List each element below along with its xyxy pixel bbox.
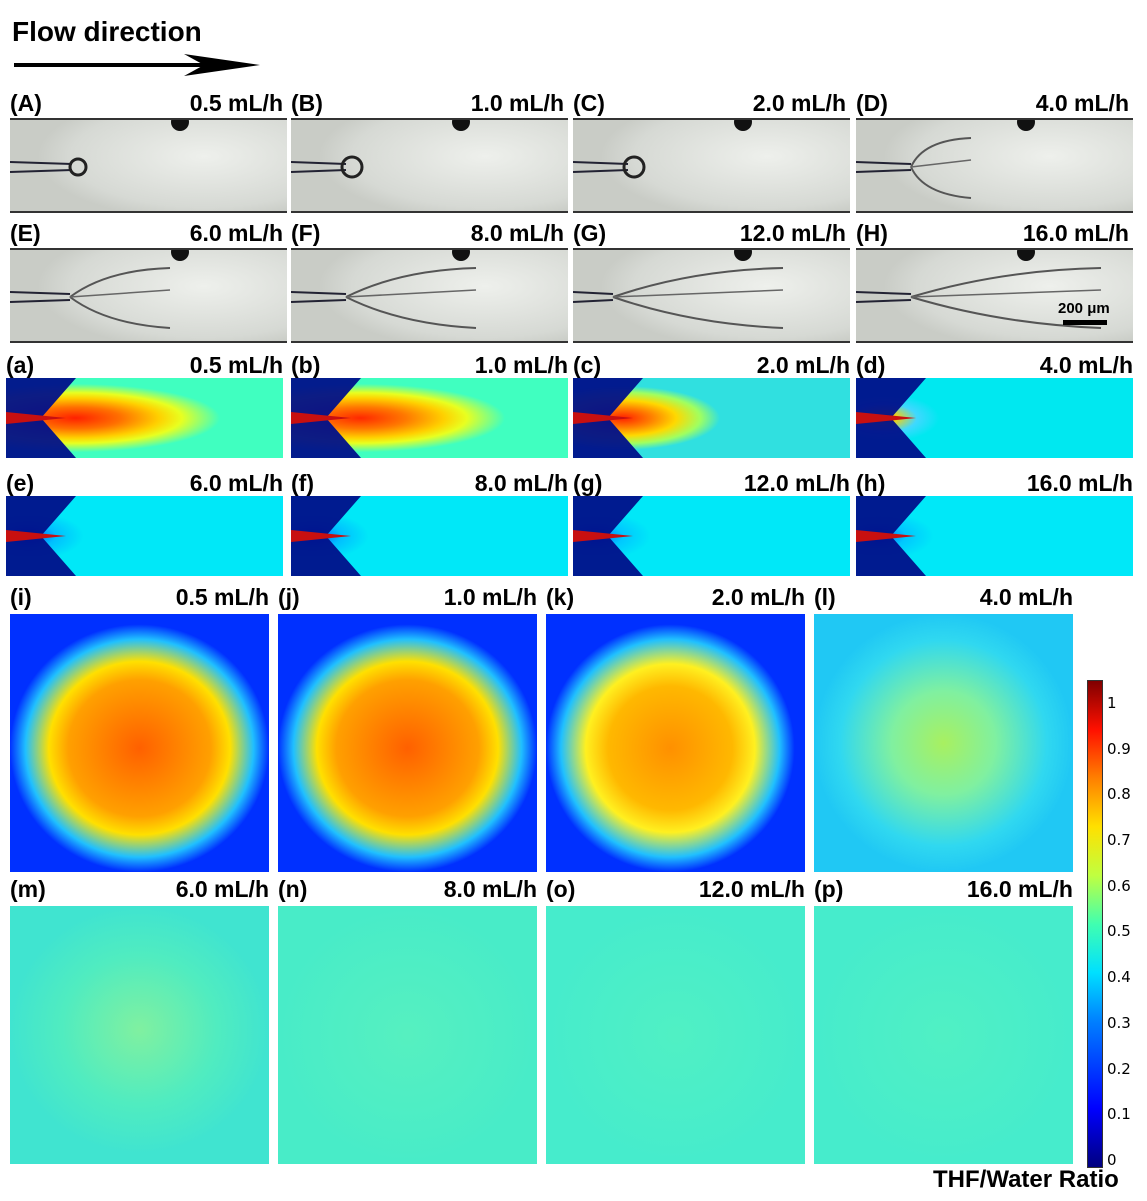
micro-panel-letter: (G) — [573, 220, 607, 246]
colorbar-tick-label: 0.9 — [1107, 739, 1131, 758]
cross-section-map — [814, 906, 1073, 1164]
sim-panel-letter: (e) — [6, 470, 35, 496]
sim-panel-letter: (g) — [573, 470, 603, 496]
micro-panel-flow-rate: 12.0 mL/h — [739, 220, 846, 246]
micro-panel-letter: (D) — [856, 90, 888, 116]
simulation-strip — [6, 378, 283, 458]
micro-panel-letter: (C) — [573, 90, 605, 116]
cross-section-panel-letter: (l) — [814, 584, 836, 610]
sim-panel-flow-rate: 0.5 mL/h — [189, 352, 283, 378]
micro-panel-flow-rate: 16.0 mL/h — [1022, 220, 1129, 246]
sim-panel-letter: (b) — [291, 352, 321, 378]
cross-section-map — [10, 614, 269, 872]
simulation-strip — [856, 496, 1133, 576]
micro-panel-flow-rate: 0.5 mL/h — [189, 90, 283, 116]
cross-section-panel-letter: (k) — [546, 584, 575, 610]
cross-section-map — [278, 614, 537, 872]
micro-panel-flow-rate: 6.0 mL/h — [189, 220, 283, 246]
micrograph-panel — [10, 118, 287, 213]
simulation-strip — [6, 496, 283, 576]
colorbar-tick-label: 0.1 — [1107, 1105, 1131, 1124]
cross-section-map — [10, 906, 269, 1164]
sim-panel-flow-rate: 8.0 mL/h — [474, 470, 568, 496]
simulation-strip — [291, 496, 568, 576]
colorbar-tick-label: 0.6 — [1107, 876, 1131, 895]
cross-section-panel-flow-rate: 0.5 mL/h — [175, 584, 269, 610]
scale-bar — [1063, 320, 1107, 325]
colorbar-tick-label: 0.2 — [1107, 1059, 1131, 1078]
cross-section-panel-flow-rate: 16.0 mL/h — [966, 876, 1073, 902]
sim-panel-flow-rate: 6.0 mL/h — [189, 470, 283, 496]
cross-section-panel-letter: (i) — [10, 584, 32, 610]
flow-direction-arrow-icon — [14, 54, 260, 76]
cross-section-panel-letter: (m) — [10, 876, 46, 902]
sim-panel-letter: (d) — [856, 352, 886, 378]
micro-panel-letter: (H) — [856, 220, 888, 246]
sim-panel-letter: (c) — [573, 352, 602, 378]
micro-panel-letter: (B) — [291, 90, 323, 116]
colorbar-tick-label: 0.5 — [1107, 922, 1131, 941]
simulation-strip — [291, 378, 568, 458]
colorbar-tick-label: 0.4 — [1107, 968, 1131, 987]
micrograph-panel — [10, 248, 287, 343]
cross-section-panel-letter: (o) — [546, 876, 576, 902]
cross-section-map — [546, 906, 805, 1164]
simulation-strip — [573, 496, 850, 576]
micro-panel-flow-rate: 1.0 mL/h — [470, 90, 564, 116]
cross-section-map — [546, 614, 805, 872]
colorbar-tick-label: 1 — [1107, 693, 1117, 712]
sim-panel-flow-rate: 2.0 mL/h — [756, 352, 850, 378]
cross-section-panel-flow-rate: 1.0 mL/h — [443, 584, 537, 610]
colorbar-tick-label: 0.7 — [1107, 831, 1131, 849]
colorbar-tick-label: 0.8 — [1107, 785, 1131, 804]
micro-panel-letter: (A) — [10, 90, 42, 116]
cross-section-panel-flow-rate: 8.0 mL/h — [443, 876, 537, 902]
micrograph-panel — [291, 118, 568, 213]
cross-section-panel-letter: (n) — [278, 876, 308, 902]
sim-panel-letter: (f) — [291, 470, 314, 496]
cross-section-map — [278, 906, 537, 1164]
micrograph-panel — [573, 248, 850, 343]
simulation-strip — [573, 378, 850, 458]
cross-section-panel-letter: (p) — [814, 876, 844, 902]
sim-panel-flow-rate: 12.0 mL/h — [743, 470, 850, 496]
sim-panel-letter: (a) — [6, 352, 35, 378]
cross-section-panel-flow-rate: 12.0 mL/h — [698, 876, 805, 902]
micro-panel-flow-rate: 4.0 mL/h — [1035, 90, 1129, 116]
sim-panel-flow-rate: 1.0 mL/h — [474, 352, 568, 378]
micrograph-panel — [856, 248, 1133, 343]
micro-panel-flow-rate: 8.0 mL/h — [470, 220, 564, 246]
colorbar-tick-label: 0.3 — [1107, 1013, 1131, 1032]
sim-panel-flow-rate: 4.0 mL/h — [1039, 352, 1133, 378]
micrograph-panel — [573, 118, 850, 213]
sim-panel-letter: (h) — [856, 470, 886, 496]
scale-bar-label: 200 μm — [1058, 300, 1110, 317]
micro-panel-flow-rate: 2.0 mL/h — [752, 90, 846, 116]
simulation-strip — [856, 378, 1133, 458]
colorbar-tick-label: 0 — [1107, 1151, 1117, 1169]
cross-section-panel-letter: (j) — [278, 584, 300, 610]
cross-section-map — [814, 614, 1073, 872]
micrograph-panel — [291, 248, 568, 343]
flow-direction-title: Flow direction — [12, 16, 202, 47]
micro-panel-letter: (F) — [291, 220, 321, 246]
cross-section-panel-flow-rate: 2.0 mL/h — [711, 584, 805, 610]
sim-panel-flow-rate: 16.0 mL/h — [1026, 470, 1133, 496]
colorbar — [1087, 680, 1103, 1168]
colorbar-title: THF/Water Ratio — [933, 1166, 1119, 1193]
cross-section-panel-flow-rate: 4.0 mL/h — [979, 584, 1073, 610]
micro-panel-letter: (E) — [10, 220, 41, 246]
micrograph-panel — [856, 118, 1133, 213]
cross-section-panel-flow-rate: 6.0 mL/h — [175, 876, 269, 902]
